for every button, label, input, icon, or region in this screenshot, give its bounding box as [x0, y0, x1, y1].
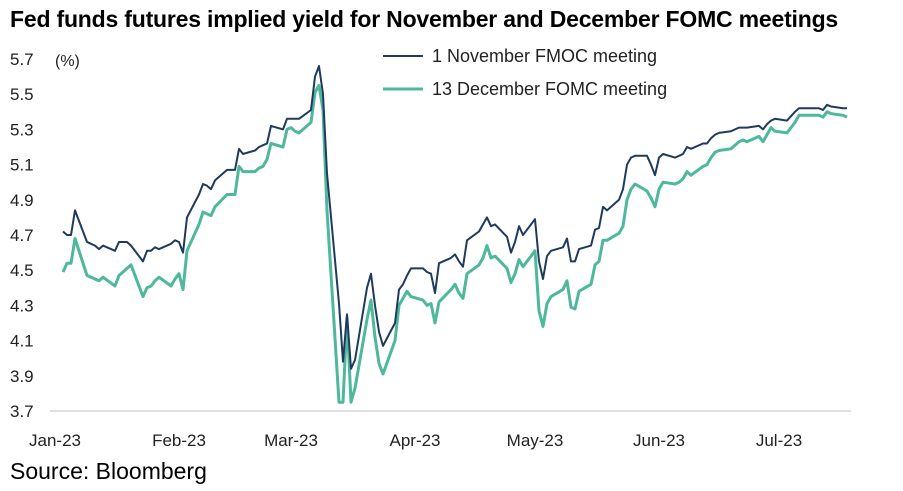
- y-tick-label: 3.7: [10, 402, 34, 421]
- legend-label-november: 1 November FMOC meeting: [432, 46, 657, 66]
- y-tick-label: 5.7: [10, 50, 34, 69]
- x-tick-label: Mar-23: [264, 431, 318, 450]
- chart-title: Fed funds futures implied yield for Nove…: [10, 6, 839, 32]
- legend-label-december: 13 December FOMC meeting: [432, 79, 667, 99]
- y-tick-label: 5.3: [10, 120, 34, 139]
- x-tick-label: Jul-23: [756, 431, 802, 450]
- y-tick-label: 4.7: [10, 226, 34, 245]
- y-tick-label: 4.5: [10, 261, 34, 280]
- y-tick-label: 4.9: [10, 191, 34, 210]
- x-tick-label: May-23: [507, 431, 564, 450]
- y-tick-label: 5.5: [10, 85, 34, 104]
- y-tick-label: 3.9: [10, 367, 34, 386]
- source-note: Source: Bloomberg: [10, 458, 207, 484]
- x-tick-label: Apr-23: [389, 431, 440, 450]
- y-unit-label: (%): [55, 53, 80, 70]
- y-axis: 5.7 5.5 5.3 5.1 4.9 4.7 4.5 4.3 4.1 3.9 3.7: [10, 50, 34, 421]
- y-axis-unit: (%): [55, 53, 80, 70]
- legend: 1 November FMOC meeting 13 December FOMC…: [383, 46, 667, 99]
- x-tick-label: Jun-23: [633, 431, 685, 450]
- x-tick-label: Feb-23: [152, 431, 206, 450]
- series-line-november: [62, 65, 847, 370]
- y-tick-label: 5.1: [10, 156, 34, 175]
- x-tick-label: Jan-23: [29, 431, 81, 450]
- y-tick-label: 4.3: [10, 296, 34, 315]
- series-layer: [61, 65, 848, 404]
- y-tick-label: 4.1: [10, 332, 34, 351]
- series-line-december: [61, 83, 848, 404]
- x-axis: Jan-23 Feb-23 Mar-23 Apr-23 May-23 Jun-23 Jul-…: [29, 431, 802, 450]
